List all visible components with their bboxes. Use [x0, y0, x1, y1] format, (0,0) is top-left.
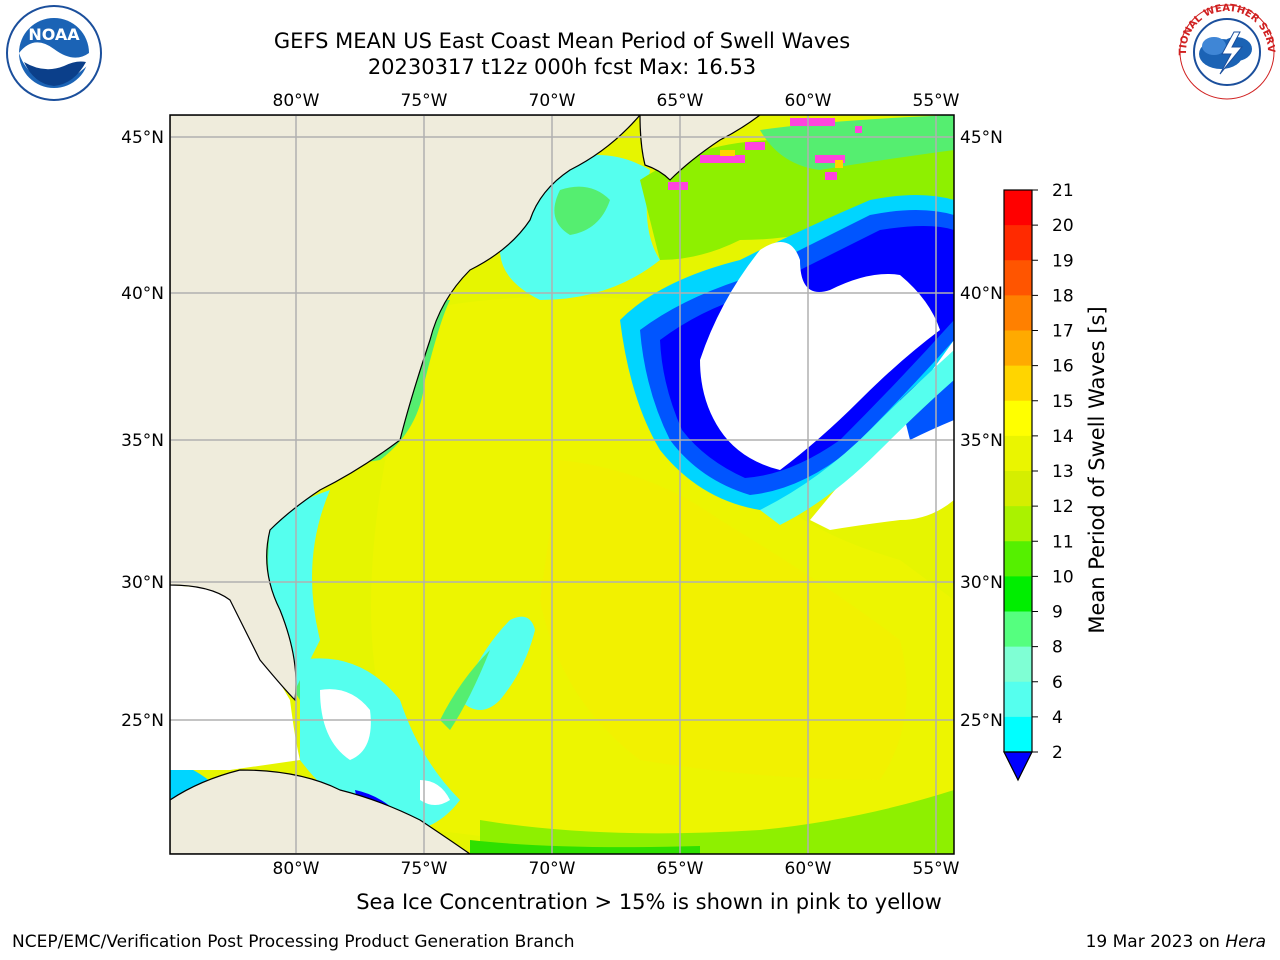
colorbar-extension	[1003, 751, 1033, 782]
lat-label-left: 25°N	[121, 711, 164, 731]
land-us-east	[170, 115, 641, 702]
lat-label-right: 25°N	[960, 711, 1003, 731]
lat-label-left: 35°N	[121, 431, 164, 451]
footer-right: 19 Mar 2023 on Hera	[1086, 932, 1266, 952]
colorbar-segment	[1004, 400, 1032, 437]
colorbar-tick-label: 15	[1052, 392, 1074, 412]
colorbar-segment	[1004, 646, 1032, 683]
footer-host: Hera	[1225, 932, 1266, 952]
lon-label-top: 70°W	[529, 91, 576, 111]
lat-label-right: 35°N	[960, 431, 1003, 451]
lon-label-top: 55°W	[913, 91, 960, 111]
lat-label-left: 45°N	[121, 128, 164, 148]
colorbar-tick-label: 17	[1052, 322, 1074, 342]
lon-label-bottom: 70°W	[529, 859, 576, 879]
lat-label-right: 30°N	[960, 573, 1003, 593]
chart-title: GEFS MEAN US East Coast Mean Period of S…	[273, 29, 851, 53]
deep-green-south	[470, 840, 700, 854]
green-south-band	[480, 790, 954, 854]
cyan-stripe	[760, 350, 954, 525]
lat-label-right: 45°N	[960, 128, 1003, 148]
yellow-core	[540, 460, 907, 780]
colorbar-segment	[1004, 435, 1032, 472]
footer-left: NCEP/EMC/Verification Post Processing Pr…	[12, 932, 575, 952]
lon-label-bottom: 80°W	[273, 859, 320, 879]
lon-label-top: 80°W	[273, 91, 320, 111]
land-maritimes	[639, 115, 762, 181]
lon-label-bottom: 65°W	[657, 859, 704, 879]
colorbar-segment	[1004, 225, 1032, 261]
lon-label-bottom: 55°W	[913, 859, 960, 879]
nws-logo: NATIONAL WEATHER SERVICE	[1172, 0, 1278, 102]
lat-label-left: 40°N	[121, 284, 164, 304]
colorbar-tick-label: 16	[1052, 357, 1074, 377]
colorbar-segment	[1004, 260, 1032, 296]
colorbar-label: Mean Period of Swell Waves [s]	[1085, 306, 1109, 634]
tick-labels: 80°W 80°W 75°W 75°W 70°W 70°W 65°W 65°W 60°W 60°W…	[121, 91, 1003, 879]
colorbar-tick-label: 14	[1052, 427, 1074, 447]
sea-ice-patches	[668, 118, 862, 190]
bahamas-green	[440, 650, 490, 730]
colorbar-tick-label: 4	[1052, 708, 1063, 728]
caribbean-no-data	[320, 689, 371, 760]
noaa-logo-text: NOAA	[28, 25, 80, 44]
map-frame	[169, 114, 955, 855]
colorbar-segment	[1004, 190, 1032, 226]
colorbar-tick-label: 6	[1052, 673, 1063, 693]
map-panel	[170, 115, 954, 854]
colorbar-segment	[1004, 365, 1032, 402]
no-data-ne	[700, 242, 940, 470]
colorbar-segment	[1004, 681, 1032, 718]
colorbar: 21 20 19 18 17 16 15 14 13 12 11 10 9 8 6 4 2	[1003, 181, 1074, 782]
lon-label-top: 65°W	[657, 91, 704, 111]
colorbar-segment	[1004, 506, 1032, 542]
colorbar-segment	[1004, 295, 1032, 331]
colorbar-tick-label: 20	[1052, 216, 1074, 236]
footer-date: 19 Mar 2023 on	[1085, 932, 1226, 952]
lon-label-bottom: 60°W	[785, 859, 832, 879]
colorbar-segment	[1004, 471, 1032, 507]
bahamas-cyan	[460, 616, 535, 710]
colorbar-tick-label: 8	[1052, 638, 1063, 658]
colorbar-segment	[1004, 330, 1032, 367]
land-cuba	[170, 769, 472, 854]
lon-label-top: 60°W	[785, 91, 832, 111]
noaa-logo: NOAA	[4, 4, 104, 102]
sea-ice-note: Sea Ice Concentration > 15% is shown in …	[356, 890, 942, 914]
lon-label-bottom: 75°W	[401, 859, 448, 879]
colorbar-tick-label: 11	[1052, 532, 1074, 552]
lat-label-left: 30°N	[121, 573, 164, 593]
colorbar-segment	[1004, 611, 1032, 648]
colorbar-segment	[1004, 541, 1032, 577]
colorbar-tick-label: 19	[1052, 251, 1074, 271]
gulf-of-maine-green	[554, 186, 610, 235]
colorbar-tick-label: 12	[1052, 497, 1074, 517]
colorbar-tick-label: 13	[1052, 462, 1074, 482]
colorbar-tick-label: 18	[1052, 286, 1074, 306]
gridlines	[170, 115, 954, 854]
colorbar-tick-label: 2	[1052, 743, 1063, 763]
colorbar-tick-label: 21	[1052, 181, 1074, 201]
lat-label-right: 40°N	[960, 284, 1003, 304]
colorbar-tick-label: 10	[1052, 567, 1074, 587]
chart-subtitle: 20230317 t12z 000h fcst Max: 16.53	[367, 55, 757, 79]
colorbar-segment	[1004, 716, 1032, 753]
lon-label-top: 75°W	[401, 91, 448, 111]
colorbar-tick-label: 9	[1052, 603, 1063, 623]
colorbar-segment	[1004, 576, 1032, 612]
caribbean-no-data-2	[420, 780, 450, 805]
gulf-no-data	[170, 585, 300, 770]
